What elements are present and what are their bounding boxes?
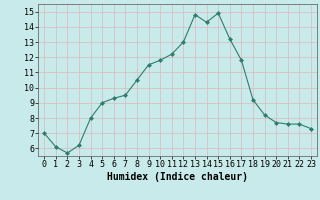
X-axis label: Humidex (Indice chaleur): Humidex (Indice chaleur) <box>107 172 248 182</box>
